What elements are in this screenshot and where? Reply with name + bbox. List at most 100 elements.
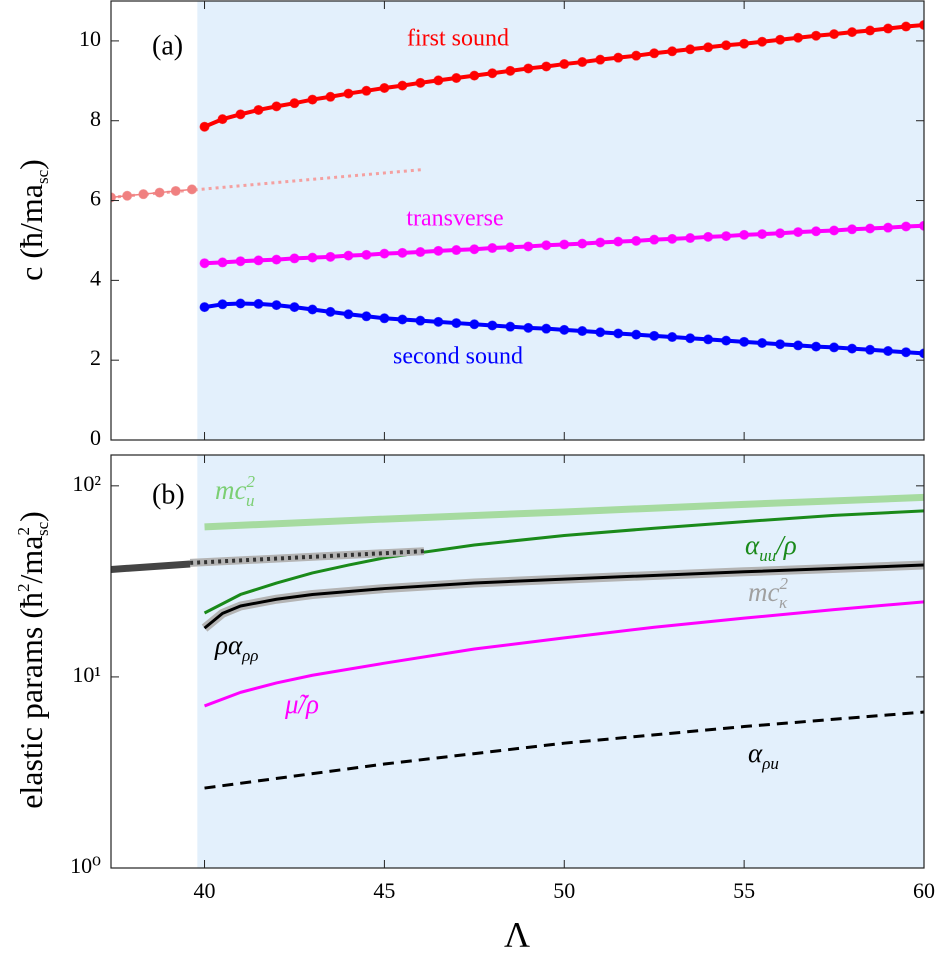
data-point [271,254,282,265]
data-point [307,94,318,105]
x-tick-label: 60 [913,878,935,903]
data-point [289,98,300,109]
y-tick-label: 8 [90,106,101,131]
data-point [649,234,660,245]
data-point [757,338,768,349]
data-point [595,54,606,65]
data-point [541,323,552,334]
data-point [523,322,534,333]
data-point [415,77,426,88]
x-tick-label: 50 [553,878,575,903]
x-axis-label: Λ [504,914,530,954]
data-point [631,329,642,340]
annotation: ραρρ [214,630,258,665]
data-point [415,247,426,258]
data-point [559,239,570,250]
data-point [451,73,462,84]
data-point [721,335,732,346]
data-point [829,342,840,353]
data-point [505,321,516,332]
data-point [487,320,498,331]
annotation: first sound [407,26,509,52]
data-point [559,59,570,70]
series-line [203,563,924,630]
data-point [253,104,264,115]
data-point [433,245,444,256]
data-point [451,245,462,256]
data-point [685,44,696,55]
data-point [271,101,282,112]
data-point [649,48,660,59]
data-point [379,313,390,324]
data-point [577,238,588,249]
data-point [865,344,876,355]
data-point [217,114,228,125]
shaded-region [197,1,924,440]
data-point [703,42,714,53]
data-point [559,324,570,335]
data-point [667,233,678,244]
data-point [469,70,480,81]
data-point [307,304,318,315]
series-line [204,600,924,708]
series-line [204,493,924,531]
data-point [253,298,264,309]
plot-marks: 0 2 4 6 8 10 40 45 50 55 60 10⁰ 10¹ 10² [70,0,935,903]
plot-frame [110,454,925,869]
data-point [919,348,924,359]
data-point [883,23,894,34]
data-point [739,38,750,49]
series-line [189,547,425,567]
series-line [203,509,924,615]
data-point [757,36,768,47]
data-point [343,309,354,320]
annotation: αuu/ρ [745,530,797,565]
data-point [235,109,246,120]
data-point [577,326,588,337]
data-point [217,257,228,268]
data-point [397,247,408,258]
annotation: second sound [393,344,523,370]
data-point [919,19,924,30]
data-point [154,187,165,198]
y-tick-label: 10¹ [72,662,101,687]
data-point [865,25,876,36]
data-point [901,21,912,32]
data-point [847,27,858,38]
data-point [199,121,210,132]
data-point [397,314,408,325]
data-point [487,243,498,254]
y-tick-label: 10⁰ [70,853,101,878]
data-point [775,228,786,239]
data-point [667,332,678,343]
data-point [253,255,264,266]
data-point [415,315,426,326]
data-point [199,302,210,313]
data-point [811,226,822,237]
data-point [631,235,642,246]
data-point [595,237,606,248]
data-point [721,40,732,51]
y-tick-label: 4 [90,265,101,290]
data-point [186,184,197,195]
data-point [433,75,444,86]
data-point [325,91,336,102]
data-point [721,231,732,242]
data-point [811,30,822,41]
data-point [487,68,498,79]
data-point [170,185,181,196]
data-point [307,252,318,263]
data-point [919,220,924,231]
data-point [235,256,246,267]
data-point [379,248,390,259]
data-point [138,189,149,200]
data-point [793,340,804,351]
data-point [451,318,462,329]
data-point [775,339,786,350]
y-tick-label: 6 [90,186,101,211]
annotation: mc2 u [215,472,255,510]
data-point [505,65,516,76]
data-point [271,300,282,311]
x-tick-label: 45 [373,878,395,903]
data-point [361,249,372,260]
